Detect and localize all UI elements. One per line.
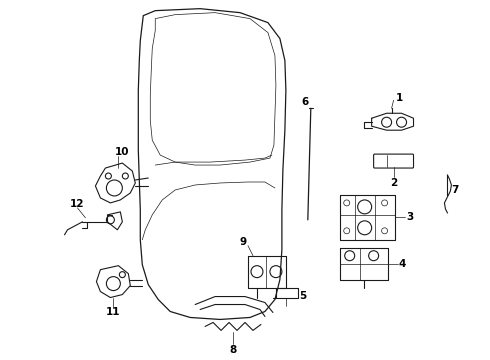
Text: 7: 7 bbox=[452, 185, 459, 195]
Text: 3: 3 bbox=[406, 212, 413, 222]
Text: 1: 1 bbox=[396, 93, 403, 103]
Text: 9: 9 bbox=[240, 237, 246, 247]
Text: 4: 4 bbox=[399, 259, 406, 269]
Text: 2: 2 bbox=[390, 178, 397, 188]
Text: 5: 5 bbox=[299, 291, 306, 301]
Text: 8: 8 bbox=[229, 345, 237, 355]
Text: 12: 12 bbox=[70, 199, 85, 209]
Text: 6: 6 bbox=[301, 97, 308, 107]
Text: 11: 11 bbox=[106, 307, 121, 318]
Text: 10: 10 bbox=[115, 147, 129, 157]
